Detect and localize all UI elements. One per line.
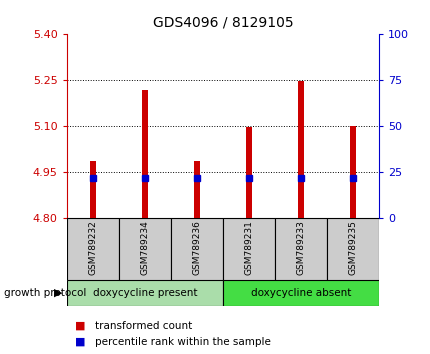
Bar (141, 90, 148, 218)
Bar (349, 126, 356, 218)
Text: ▶: ▶ (54, 288, 62, 298)
Text: GSM789233: GSM789233 (296, 220, 305, 275)
Text: percentile rank within the sample: percentile rank within the sample (95, 337, 270, 347)
Bar (297, 81, 304, 218)
Text: ■: ■ (75, 321, 86, 331)
Text: GSM789234: GSM789234 (140, 220, 149, 275)
Bar (223, 218, 274, 280)
Bar (274, 218, 326, 280)
Text: doxycycline present: doxycycline present (92, 288, 197, 298)
Bar (223, 280, 378, 306)
Text: GSM789235: GSM789235 (348, 220, 357, 275)
Text: doxycycline absent: doxycycline absent (250, 288, 350, 298)
Bar (194, 161, 200, 218)
Text: transformed count: transformed count (95, 321, 192, 331)
Bar (171, 218, 223, 280)
Title: GDS4096 / 8129105: GDS4096 / 8129105 (152, 16, 293, 30)
Bar (119, 218, 171, 280)
Text: GSM789232: GSM789232 (88, 220, 97, 275)
Bar (246, 127, 252, 218)
Text: growth protocol: growth protocol (4, 288, 86, 298)
Bar (67, 280, 223, 306)
Bar (89, 161, 96, 218)
Text: ■: ■ (75, 337, 86, 347)
Bar (67, 218, 119, 280)
Bar (326, 218, 378, 280)
Text: GSM789236: GSM789236 (192, 220, 201, 275)
Text: GSM789231: GSM789231 (244, 220, 253, 275)
